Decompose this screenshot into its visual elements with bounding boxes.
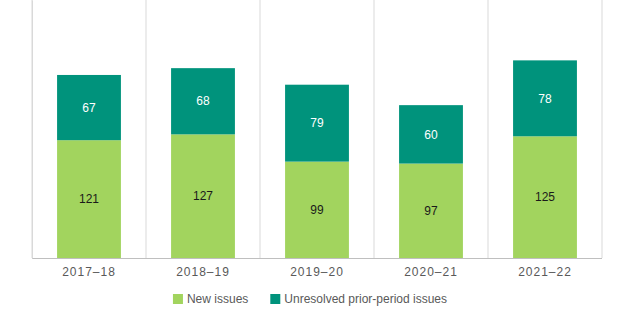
data-label: 78 xyxy=(538,92,552,106)
data-label: 60 xyxy=(424,128,438,142)
bar xyxy=(57,140,121,258)
data-label: 127 xyxy=(193,189,213,203)
legend: New issues Unresolved prior-period issues xyxy=(173,292,447,306)
data-label: 67 xyxy=(82,101,96,115)
bar xyxy=(57,75,121,140)
x-axis-line xyxy=(32,258,602,259)
y-axis xyxy=(32,1,33,259)
y-axis-line xyxy=(32,1,33,259)
x-axis: 2017–18 2018–19 2019–20 2020–21 2021–22 xyxy=(32,258,602,279)
x-tick-label: 2019–20 xyxy=(290,265,344,279)
bar xyxy=(171,134,235,258)
plot: 121127999712567687960782017–182018–19201… xyxy=(32,0,602,279)
separator xyxy=(32,0,33,258)
x-tick: 2021–22 xyxy=(518,258,572,279)
data-label: 121 xyxy=(79,192,99,206)
separator xyxy=(374,0,375,258)
bar xyxy=(513,60,577,136)
data-label: 79 xyxy=(310,116,324,130)
data-label: 125 xyxy=(535,190,555,204)
separator xyxy=(146,0,147,258)
x-tick-label: 2017–18 xyxy=(62,265,116,279)
data-labels: 121 127 99 97 125 67 68 79 60 78 xyxy=(79,92,555,218)
legend-label: New issues xyxy=(187,292,248,306)
series xyxy=(57,60,577,163)
data-label: 68 xyxy=(196,94,210,108)
bar xyxy=(171,68,235,134)
data-label: 99 xyxy=(310,203,324,217)
x-tick-label: 2020–21 xyxy=(404,265,458,279)
bar xyxy=(399,164,463,258)
separator xyxy=(488,0,489,258)
x-tick: 2017–18 xyxy=(62,258,116,279)
legend-item: Unresolved prior-period issues xyxy=(270,292,447,306)
bar xyxy=(399,105,463,163)
separator xyxy=(602,0,603,258)
bar xyxy=(285,85,349,162)
data-label: 97 xyxy=(424,204,438,218)
bar xyxy=(285,162,349,258)
x-tick: 2018–19 xyxy=(176,258,230,279)
legend-item: New issues xyxy=(173,292,248,306)
bars xyxy=(57,60,577,258)
legend-swatch xyxy=(270,294,280,304)
x-tick-label: 2021–22 xyxy=(518,265,572,279)
chart: 121127999712567687960782017–182018–19201… xyxy=(0,0,620,322)
bar xyxy=(513,136,577,258)
x-tick-label: 2018–19 xyxy=(176,265,230,279)
legend-swatch xyxy=(173,294,183,304)
x-tick: 2019–20 xyxy=(290,258,344,279)
legend-label: Unresolved prior-period issues xyxy=(284,292,447,306)
separators xyxy=(32,0,602,258)
separator xyxy=(260,0,261,258)
x-tick: 2020–21 xyxy=(404,258,458,279)
